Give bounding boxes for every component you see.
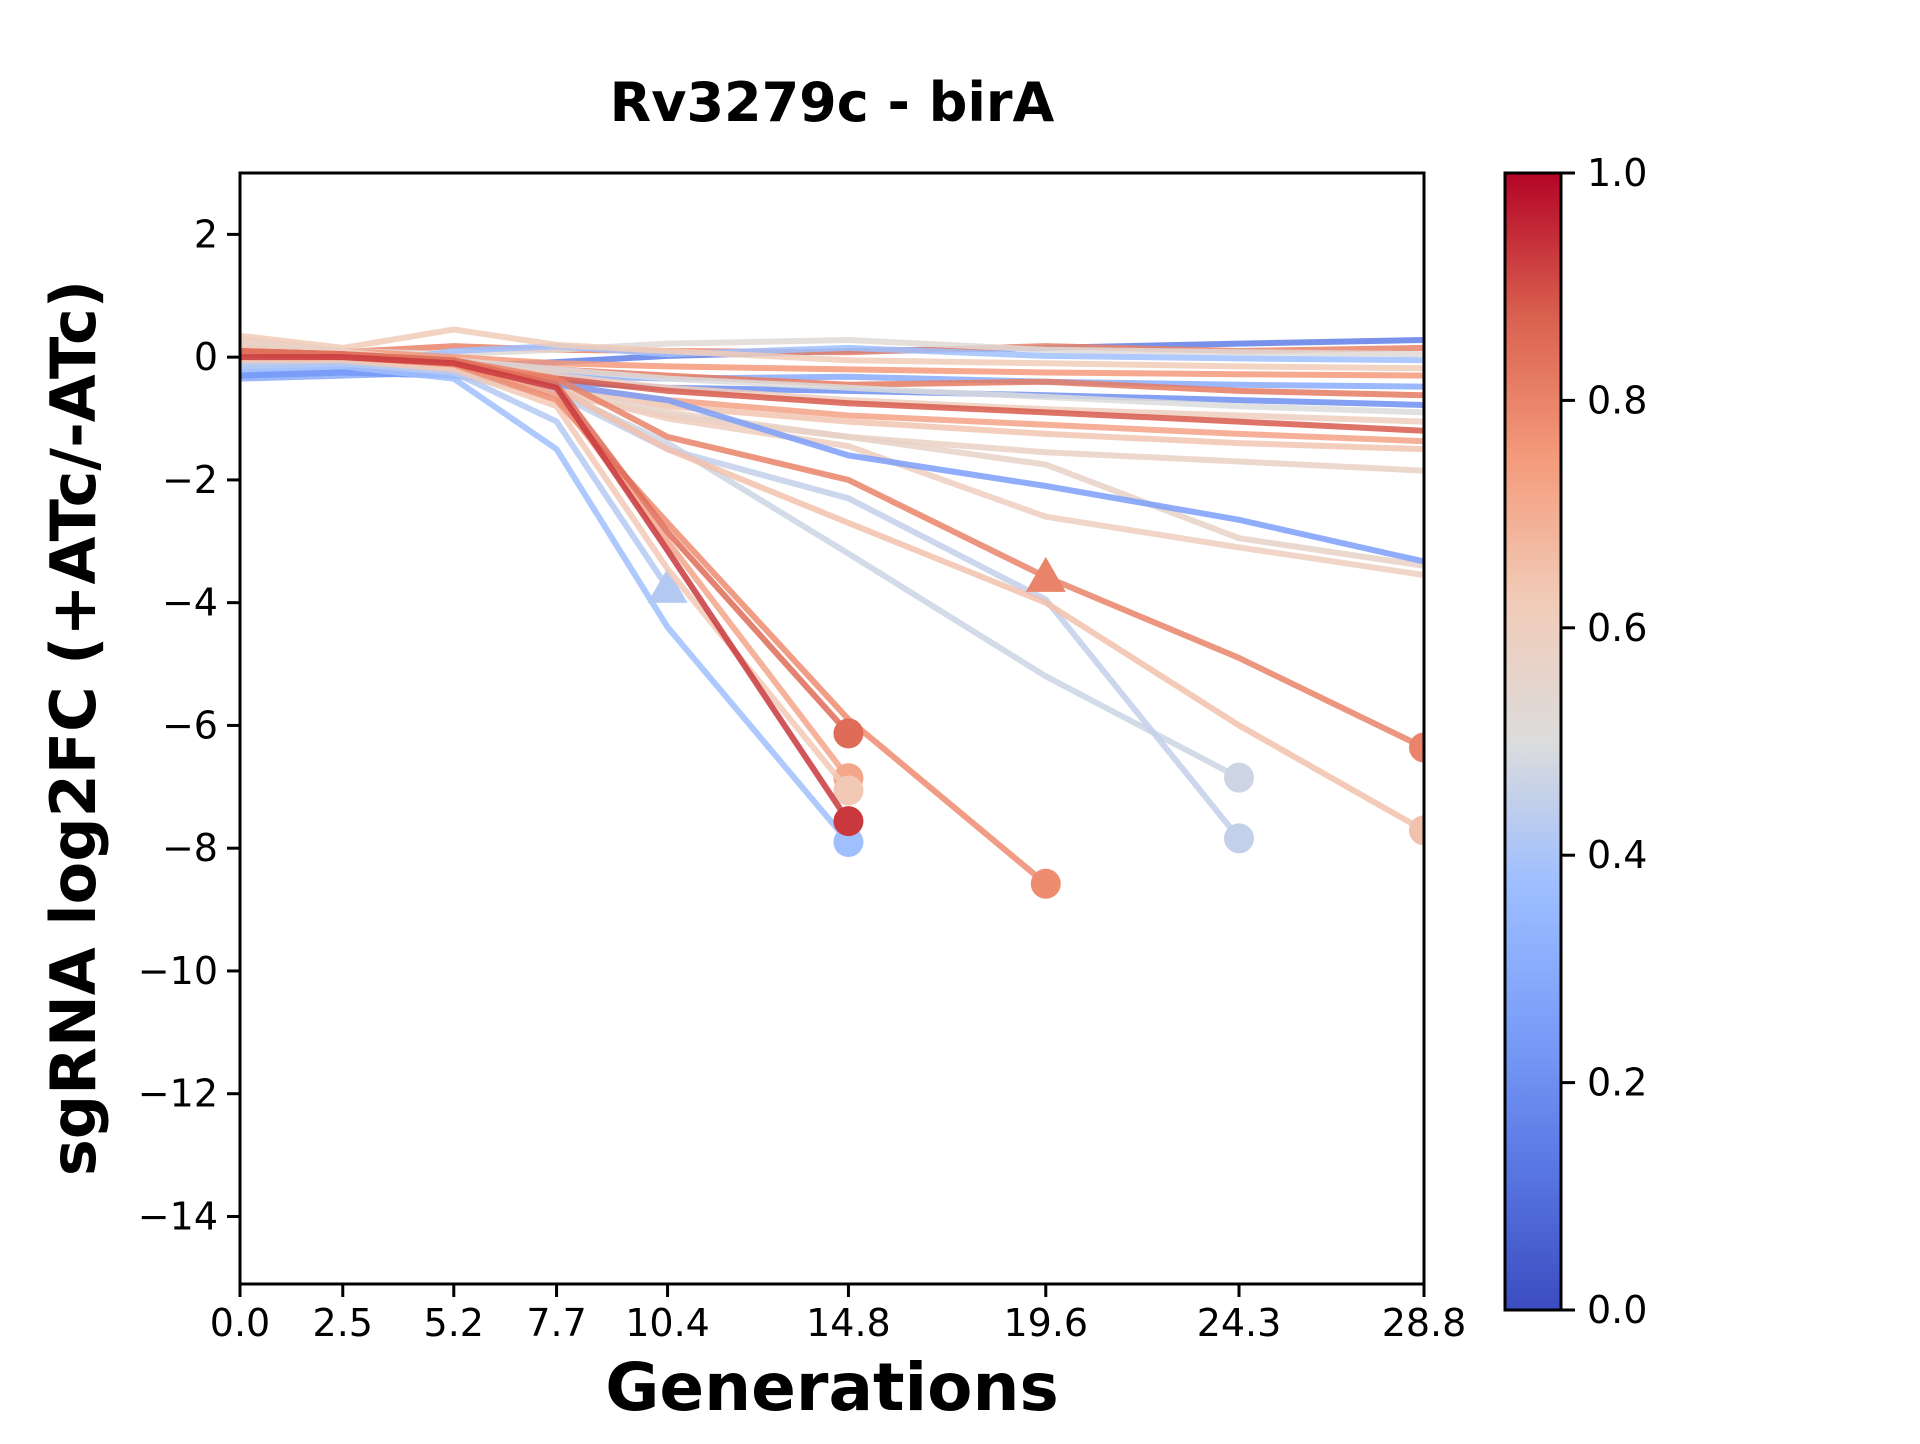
x-axis-label: Generations [605, 1349, 1059, 1426]
colorbar-tick-label: 0.2 [1587, 1061, 1647, 1105]
colorbar-tick-label: 0.6 [1587, 606, 1647, 650]
end-circle-marker-sg19 [1224, 762, 1254, 793]
x-tick-label: 0.0 [210, 1301, 270, 1345]
colorbar-gradient [1505, 173, 1561, 1310]
series-line-sg18 [240, 369, 1424, 565]
x-tick-label: 2.5 [313, 1301, 373, 1345]
end-circle-marker-sg29 [833, 806, 864, 837]
y-tick-label: −2 [162, 458, 218, 502]
colorbar-layer: 0.0 0.2 0.4 0.6 0.8 1.0 [1503, 151, 1647, 1332]
y-tick-label: −14 [138, 1194, 218, 1238]
end-triangle-marker-sg24 [647, 567, 688, 603]
series-line-sg29 [240, 354, 852, 825]
y-tick-label: −4 [162, 581, 218, 625]
x-tick-label: 19.6 [1003, 1301, 1088, 1345]
y-tick-label: −12 [138, 1072, 218, 1116]
colorbar-tick-label: 0.8 [1587, 378, 1647, 422]
triangle-marker-sg22 [1025, 556, 1066, 592]
chart-title: Rv3279c - birA [610, 71, 1055, 134]
x-tick-label: 10.4 [625, 1301, 710, 1345]
y-tick-label: −10 [138, 949, 218, 993]
colorbar-tick-label: 0.0 [1587, 1288, 1647, 1332]
colorbar-tick-label: 0.4 [1587, 833, 1647, 877]
end-circle-marker-sg21 [1409, 815, 1424, 846]
end-circle-marker-sg26 [833, 775, 864, 806]
series-line-sg05 [240, 326, 1424, 372]
x-tick-label: 5.2 [424, 1301, 484, 1345]
series-layer [240, 326, 1424, 899]
x-tick-label: 7.7 [526, 1301, 586, 1345]
y-tick-label: 0 [194, 335, 218, 379]
axes-layer: 0.0 2.5 5.2 7.7 10.4 14.8 19.6 24.3 28.8 2 0 −2 −4 −6… [138, 171, 1467, 1345]
y-axis-label: sgRNA log2FC (+ATc/-ATc) [37, 280, 110, 1176]
y-tick-label: 2 [194, 212, 218, 256]
plot-border [238, 171, 1426, 1286]
colorbar-tick-label: 1.0 [1587, 151, 1647, 195]
end-circle-marker-sg22 [1409, 732, 1424, 763]
x-tick-label: 24.3 [1197, 1301, 1282, 1345]
y-tick-label: −6 [162, 703, 218, 747]
colorbar-border [1503, 171, 1563, 1312]
end-circle-marker-sg27 [1030, 868, 1061, 899]
x-tick-label: 14.8 [806, 1301, 891, 1345]
end-circle-marker-sg28 [833, 718, 864, 749]
x-tick-label: 28.8 [1382, 1301, 1467, 1345]
end-circle-marker-sg20 [1224, 823, 1254, 854]
series-line-sg23 [240, 363, 852, 846]
y-tick-label: −8 [162, 826, 218, 870]
series-line-sg26 [240, 357, 852, 794]
end-circle-marker-sg23 [833, 827, 864, 858]
